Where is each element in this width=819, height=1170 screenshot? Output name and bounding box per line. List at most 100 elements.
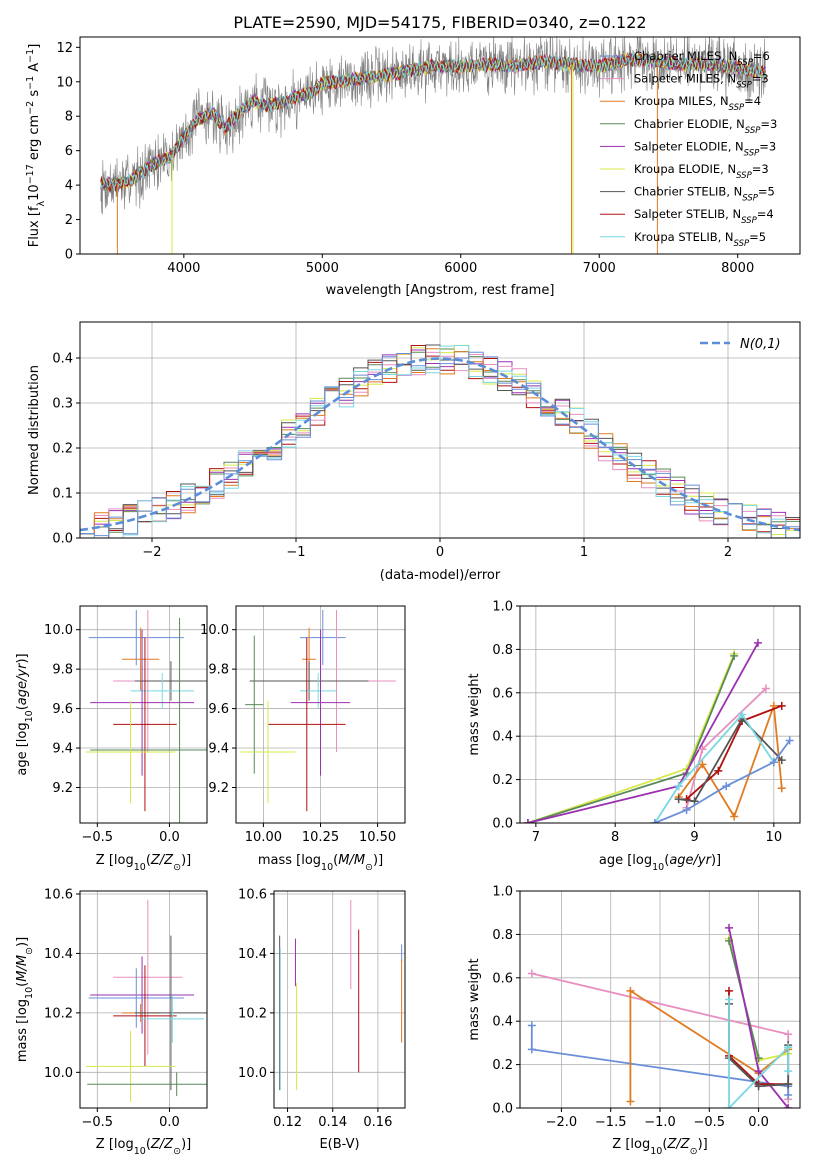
y-tick-label: 0.8	[492, 928, 513, 943]
weight-marker	[761, 684, 770, 693]
weight-marker	[784, 1067, 793, 1076]
y-axis-label: Flux [fλ10−17 erg cm−2 s−1 A−1]	[25, 44, 47, 248]
x-tick-label: 7	[532, 830, 540, 845]
errorbar-chabrier-elodie	[90, 617, 207, 823]
x-tick-label: −0.5	[82, 830, 114, 845]
gaussian-curve	[80, 357, 800, 532]
y-tick-label: 10.0	[238, 1066, 267, 1081]
figure-title: PLATE=2590, MJD=54175, FIBERID=0340, z=0…	[233, 13, 646, 32]
x-axis-label: (data-model)/error	[380, 568, 501, 583]
weight-vs-age-panel: 7 8 9 10 0.0 0.2 0.4 0.6 0.8 1.0 age [log10(age/yr…	[467, 600, 801, 873]
y-tick-label: 0.1	[52, 487, 73, 502]
errorbar-chabrier-elodie	[245, 635, 264, 774]
axes-frame	[519, 605, 801, 824]
x-tick-label: 9	[690, 830, 698, 845]
y-axis-label: mass [log10(M/M⊙)]	[15, 937, 35, 1062]
y-tick-label: 10	[56, 75, 73, 90]
y-tick-label: 10.4	[44, 947, 73, 962]
plot-area	[523, 638, 794, 823]
plot-area	[527, 923, 793, 1108]
axes-frame	[79, 36, 801, 255]
x-tick-label: 5000	[306, 261, 339, 276]
residuals-panel: −2 −1 0 1 2 0.0 0.1 0.2 0.3 0.4 N(0,1) (data-model)…	[27, 321, 801, 583]
y-tick-label: 0.0	[492, 1102, 513, 1117]
grid	[80, 606, 207, 823]
axes-overlay: 7 8 9 10 0.0 0.2 0.4 0.6 0.8 1.0 age [log10(age/yr…	[467, 600, 801, 873]
y-tick-label: 9.2	[52, 781, 73, 796]
y-tick-label: 0.6	[492, 971, 513, 986]
axes-overlay: −0.5 0.0 10.0 10.2 10.4 10.6 Z [log10(Z/Z⊙)] ma…	[15, 887, 208, 1157]
y-tick-label: 9.6	[208, 702, 229, 717]
x-tick-label: −1.0	[644, 1115, 676, 1130]
errorbar-salpeter-stelib	[113, 637, 177, 812]
y-tick-label: 0.3	[52, 397, 73, 412]
weight-marker	[777, 701, 786, 710]
plot-area	[279, 899, 403, 1091]
errorbar-kroupa-elodie	[240, 700, 296, 804]
x-tick-label: −2.0	[546, 1115, 578, 1130]
x-tick-label: 0.0	[748, 1115, 769, 1130]
legend-entry: Chabrier MILES, NSSP=6	[634, 49, 770, 68]
y-tick-label: 9.8	[52, 663, 73, 678]
y-tick-label: 0.4	[492, 730, 513, 745]
y-tick-label: 10.6	[44, 887, 73, 902]
errorbar-chabrier-stelib	[134, 935, 207, 1091]
weight-marker	[523, 819, 532, 823]
errorbar-salpeter-elodie	[90, 629, 195, 776]
legend-entry: Salpeter MILES, NSSP=3	[634, 72, 769, 91]
plot-area	[85, 899, 207, 1103]
y-axis-label: mass weight	[467, 673, 482, 755]
axes-overlay: 0.12 0.14 0.16 10.0 10.2 10.4 10.6 E(B-V)	[238, 887, 406, 1152]
weight-marker	[784, 1030, 793, 1039]
weights-kroupa-stelib	[725, 995, 793, 1108]
weight-marker	[725, 986, 734, 995]
weight-marker	[527, 969, 536, 978]
errorbar-kroupa-stelib	[299, 673, 337, 709]
x-axis-label: age [log10(age/yr)]	[599, 853, 721, 873]
x-tick-label: 4000	[167, 261, 200, 276]
y-tick-label: 0.4	[52, 352, 73, 367]
y-tick-label: 2	[65, 213, 73, 228]
weights-kroupa-miles	[674, 701, 786, 821]
legend-entry: Kroupa STELIB, NSSP=5	[634, 230, 766, 249]
y-tick-label: 10.2	[44, 1006, 73, 1021]
weight-line	[530, 1025, 790, 1095]
mass-vs-metallicity-panel: −0.5 0.0 10.0 10.2 10.4 10.6 Z [log10(Z/Z⊙)] ma…	[15, 887, 208, 1157]
x-tick-label: −1	[286, 545, 305, 560]
errorbar-chabrier-miles	[88, 609, 184, 666]
y-tick-label: 0.6	[492, 686, 513, 701]
errorbar-chabrier-elodie	[87, 1072, 207, 1097]
errorbar-chabrier-stelib	[134, 661, 207, 701]
y-tick-label: 9.4	[52, 742, 73, 757]
errorbar-kroupa-elodie	[85, 700, 176, 804]
x-tick-label: 0.16	[363, 1115, 392, 1130]
axes-frame	[79, 605, 208, 824]
weights-chabrier-elodie	[523, 651, 739, 823]
weight-marker	[730, 651, 739, 660]
weight-line	[728, 999, 790, 1108]
x-axis-label: Z [log10(Z/Z⊙)]	[96, 1137, 191, 1157]
weight-line	[527, 642, 759, 823]
x-tick-label: 0.14	[318, 1115, 347, 1130]
y-tick-label: 10.0	[44, 1066, 73, 1081]
legend-entry: N(0,1)	[740, 337, 781, 352]
mass-vs-ebv-panel: 0.12 0.14 0.16 10.0 10.2 10.4 10.6 E(B-V)	[238, 887, 406, 1152]
y-tick-label: 0.0	[52, 532, 73, 547]
y-tick-label: 8	[65, 110, 73, 125]
x-tick-label: −0.5	[694, 1115, 726, 1130]
y-tick-label: 0.2	[492, 1058, 513, 1073]
weight-marker	[698, 760, 707, 769]
y-tick-label: 12	[56, 41, 73, 56]
x-tick-label: 0.0	[159, 830, 180, 845]
weight-marker	[725, 1104, 734, 1108]
weight-marker	[722, 782, 731, 791]
x-tick-label: 8	[611, 830, 619, 845]
errorbar-chabrier-stelib	[249, 661, 369, 701]
y-tick-label: 10.6	[238, 887, 267, 902]
weight-marker	[784, 1104, 793, 1108]
weight-marker	[674, 782, 683, 791]
weights-salpeter-elodie	[725, 923, 793, 1108]
weight-marker	[674, 795, 683, 804]
x-tick-label: 0.0	[159, 1115, 180, 1130]
legend-entry: Salpeter ELODIE, NSSP=3	[634, 139, 776, 158]
